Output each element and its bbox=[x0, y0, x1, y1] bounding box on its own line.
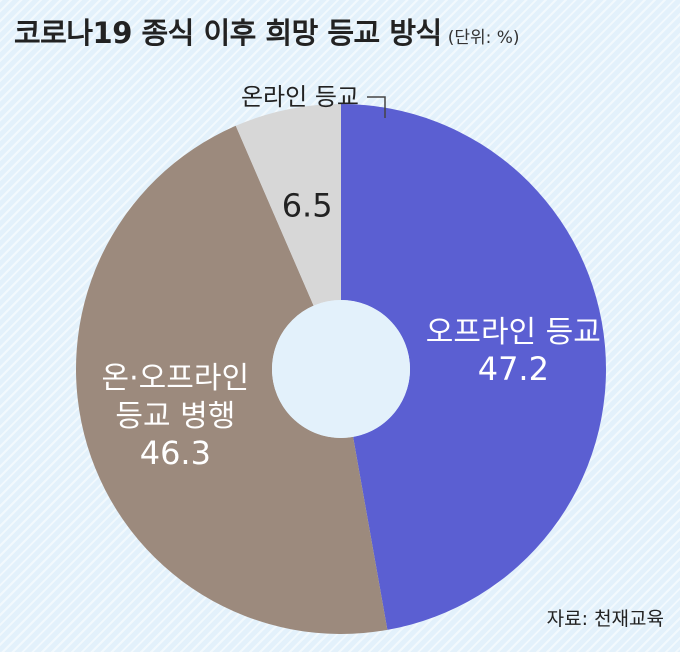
chart-title: 코로나19 종식 이후 희망 등교 방식 (단위: %) bbox=[14, 10, 520, 52]
slice-label-offline: 오프라인 등교 bbox=[426, 315, 601, 350]
data-label-offline: 47.2 bbox=[478, 350, 549, 388]
slice-online bbox=[235, 104, 341, 306]
data-label-online: 6.5 bbox=[282, 187, 333, 225]
slice-offline bbox=[341, 104, 607, 630]
unit-label: (단위: %) bbox=[447, 28, 520, 48]
chart-title-text: 코로나19 종식 이후 희망 등교 방식 bbox=[14, 16, 442, 50]
slice-label-online: 온라인 등교 bbox=[241, 83, 359, 111]
slice-label-hybrid: 등교 병행 bbox=[115, 399, 235, 434]
donut-hole bbox=[272, 300, 410, 438]
leader-line-online bbox=[367, 96, 386, 118]
slice-label-hybrid: 온·오프라인 bbox=[102, 361, 250, 396]
source-note: 자료: 천재교육 bbox=[546, 608, 664, 630]
slice-hybrid bbox=[75, 125, 388, 635]
data-label-hybrid: 46.3 bbox=[140, 434, 211, 472]
